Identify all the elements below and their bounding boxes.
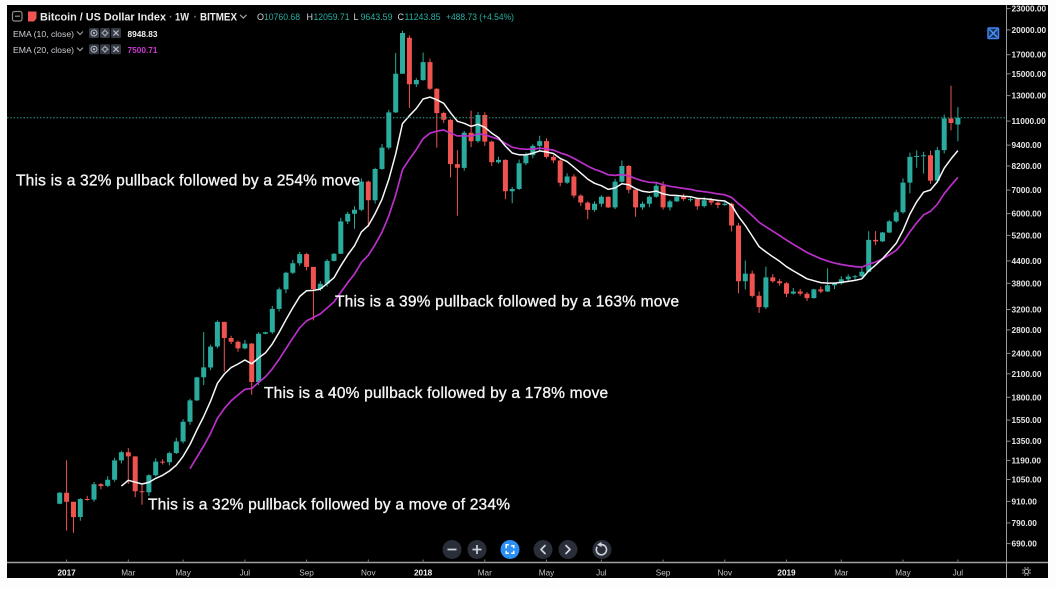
svg-text:·: · [194,12,198,24]
svg-text:15000.00: 15000.00 [1012,69,1047,79]
svg-text:12059.71: 12059.71 [314,12,350,22]
svg-text:EMA (10, close): EMA (10, close) [13,29,74,39]
svg-text:2019: 2019 [777,569,796,578]
svg-text:Jul: Jul [240,569,251,578]
svg-text:This is a 32% pullback followe: This is a 32% pullback followed by a 254… [16,173,360,190]
svg-text:10760.68: 10760.68 [264,12,300,22]
svg-text:L: L [354,12,359,22]
svg-text:1800.00: 1800.00 [1012,392,1042,402]
svg-text:1350.00: 1350.00 [1012,436,1042,446]
svg-text:1W: 1W [175,12,190,24]
svg-text:2018: 2018 [414,569,433,578]
svg-text:790.00: 790.00 [1012,518,1038,528]
svg-text:Nov: Nov [361,569,376,578]
svg-text:+488.73 (+4.54%): +488.73 (+4.54%) [446,12,514,22]
svg-text:2017: 2017 [57,569,76,578]
svg-text:20000.00: 20000.00 [1012,25,1047,35]
svg-text:690.00: 690.00 [1012,539,1038,549]
svg-text:8200.00: 8200.00 [1012,161,1042,171]
svg-text:O: O [257,12,264,22]
svg-text:Mar: Mar [478,569,492,578]
svg-text:Bitcoin / US Dollar Index: Bitcoin / US Dollar Index [40,12,166,24]
svg-text:3200.00: 3200.00 [1012,305,1042,315]
svg-text:910.00: 910.00 [1012,496,1038,506]
svg-text:7500.71: 7500.71 [128,45,158,55]
svg-text:3800.00: 3800.00 [1012,278,1042,288]
svg-text:Mar: Mar [834,569,848,578]
svg-text:This is a 39% pullback followe: This is a 39% pullback followed by a 163… [335,294,679,311]
svg-text:May: May [895,569,911,578]
svg-text:May: May [175,569,191,578]
svg-text:This is a 40% pullback followe: This is a 40% pullback followed by a 178… [264,385,608,402]
svg-text:2100.00: 2100.00 [1012,369,1042,379]
svg-text:·: · [169,12,173,24]
svg-text:17000.00: 17000.00 [1012,50,1047,60]
svg-text:2400.00: 2400.00 [1012,348,1042,358]
svg-text:H: H [307,12,314,22]
svg-text:Sep: Sep [299,569,314,578]
svg-text:2800.00: 2800.00 [1012,325,1042,335]
svg-text:Jul: Jul [953,569,964,578]
svg-text:Nov: Nov [718,569,733,578]
svg-text:EMA (20, close): EMA (20, close) [13,45,74,55]
svg-text:May: May [539,569,555,578]
svg-text:8948.83: 8948.83 [128,29,158,39]
svg-text:7000.00: 7000.00 [1012,185,1042,195]
svg-text:11000.00: 11000.00 [1012,116,1047,126]
svg-text:13000.00: 13000.00 [1012,91,1047,101]
svg-text:C: C [398,12,405,22]
svg-text:1550.00: 1550.00 [1012,415,1042,425]
svg-text:11243.85: 11243.85 [405,12,441,22]
svg-text:9400.00: 9400.00 [1012,140,1042,150]
svg-text:5200.00: 5200.00 [1012,230,1042,240]
svg-text:4400.00: 4400.00 [1012,256,1042,266]
svg-text:Sep: Sep [656,569,671,578]
svg-text:This is a 32% pullback followe: This is a 32% pullback followed by a mov… [148,497,510,514]
svg-text:1050.00: 1050.00 [1012,475,1042,485]
svg-text:Mar: Mar [121,569,135,578]
svg-text:6000.00: 6000.00 [1012,209,1042,219]
svg-text:23000.00: 23000.00 [1012,4,1047,14]
svg-text:BITMEX: BITMEX [200,12,238,24]
svg-text:Jul: Jul [596,569,607,578]
svg-text:1190.00: 1190.00 [1012,455,1042,465]
svg-text:9643.59: 9643.59 [361,12,393,22]
